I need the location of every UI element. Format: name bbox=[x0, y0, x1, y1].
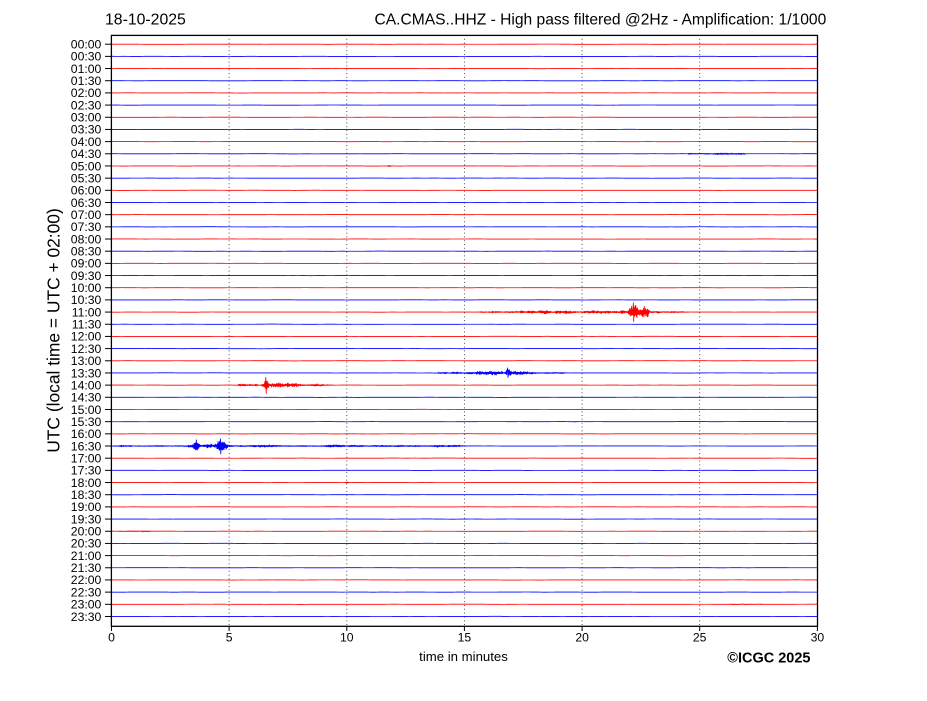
svg-text:30: 30 bbox=[811, 631, 825, 645]
svg-text:07:00: 07:00 bbox=[71, 208, 102, 222]
svg-text:0: 0 bbox=[108, 631, 115, 645]
svg-text:00:30: 00:30 bbox=[71, 50, 102, 64]
svg-text:01:30: 01:30 bbox=[71, 74, 102, 88]
svg-text:10:00: 10:00 bbox=[71, 281, 102, 295]
svg-text:5: 5 bbox=[226, 631, 233, 645]
svg-text:20: 20 bbox=[575, 631, 589, 645]
svg-text:06:30: 06:30 bbox=[71, 196, 102, 210]
svg-text:09:00: 09:00 bbox=[71, 257, 102, 271]
svg-text:10:30: 10:30 bbox=[71, 293, 102, 307]
svg-text:15:30: 15:30 bbox=[71, 415, 102, 429]
svg-text:20:30: 20:30 bbox=[71, 537, 102, 551]
svg-text:03:00: 03:00 bbox=[71, 111, 102, 125]
svg-text:12:30: 12:30 bbox=[71, 342, 102, 356]
svg-text:08:00: 08:00 bbox=[71, 232, 102, 246]
svg-text:19:00: 19:00 bbox=[71, 500, 102, 514]
svg-text:04:00: 04:00 bbox=[71, 135, 102, 149]
svg-text:17:00: 17:00 bbox=[71, 451, 102, 465]
svg-text:23:30: 23:30 bbox=[71, 610, 102, 624]
svg-text:05:30: 05:30 bbox=[71, 171, 102, 185]
svg-text:21:30: 21:30 bbox=[71, 561, 102, 575]
svg-text:04:30: 04:30 bbox=[71, 147, 102, 161]
svg-text:08:30: 08:30 bbox=[71, 244, 102, 258]
svg-text:©ICGC 2025: ©ICGC 2025 bbox=[727, 651, 810, 667]
svg-text:CA.CMAS..HHZ - High pass filte: CA.CMAS..HHZ - High pass filtered @2Hz -… bbox=[375, 12, 827, 29]
svg-text:UTC (local time = UTC + 02:00): UTC (local time = UTC + 02:00) bbox=[43, 208, 63, 453]
svg-text:16:30: 16:30 bbox=[71, 439, 102, 453]
svg-text:12:00: 12:00 bbox=[71, 330, 102, 344]
svg-text:02:30: 02:30 bbox=[71, 98, 102, 112]
svg-text:23:00: 23:00 bbox=[71, 598, 102, 612]
svg-text:14:30: 14:30 bbox=[71, 391, 102, 405]
svg-text:11:30: 11:30 bbox=[72, 318, 102, 332]
svg-text:03:30: 03:30 bbox=[71, 123, 102, 137]
svg-text:02:00: 02:00 bbox=[71, 86, 102, 100]
svg-text:05:00: 05:00 bbox=[71, 159, 102, 173]
svg-text:14:00: 14:00 bbox=[71, 378, 102, 392]
svg-text:09:30: 09:30 bbox=[71, 269, 102, 283]
svg-text:18-10-2025: 18-10-2025 bbox=[105, 12, 186, 29]
svg-text:18:30: 18:30 bbox=[71, 488, 102, 502]
svg-text:16:00: 16:00 bbox=[71, 427, 102, 441]
svg-text:22:00: 22:00 bbox=[71, 573, 102, 587]
svg-text:18:00: 18:00 bbox=[71, 476, 102, 490]
svg-text:10: 10 bbox=[340, 631, 354, 645]
svg-text:13:00: 13:00 bbox=[71, 354, 102, 368]
svg-text:25: 25 bbox=[693, 631, 707, 645]
svg-text:06:00: 06:00 bbox=[71, 184, 102, 198]
svg-text:13:30: 13:30 bbox=[71, 366, 102, 380]
svg-text:time in minutes: time in minutes bbox=[419, 649, 508, 664]
svg-text:20:00: 20:00 bbox=[71, 525, 102, 539]
svg-text:21:00: 21:00 bbox=[71, 549, 102, 563]
svg-text:00:00: 00:00 bbox=[71, 38, 102, 52]
svg-text:11:00: 11:00 bbox=[72, 305, 102, 319]
svg-text:22:30: 22:30 bbox=[71, 585, 102, 599]
svg-text:01:00: 01:00 bbox=[71, 62, 102, 76]
svg-text:15: 15 bbox=[458, 631, 472, 645]
svg-text:15:00: 15:00 bbox=[71, 403, 102, 417]
svg-text:19:30: 19:30 bbox=[71, 512, 102, 526]
svg-text:07:30: 07:30 bbox=[71, 220, 102, 234]
svg-text:17:30: 17:30 bbox=[71, 464, 102, 478]
